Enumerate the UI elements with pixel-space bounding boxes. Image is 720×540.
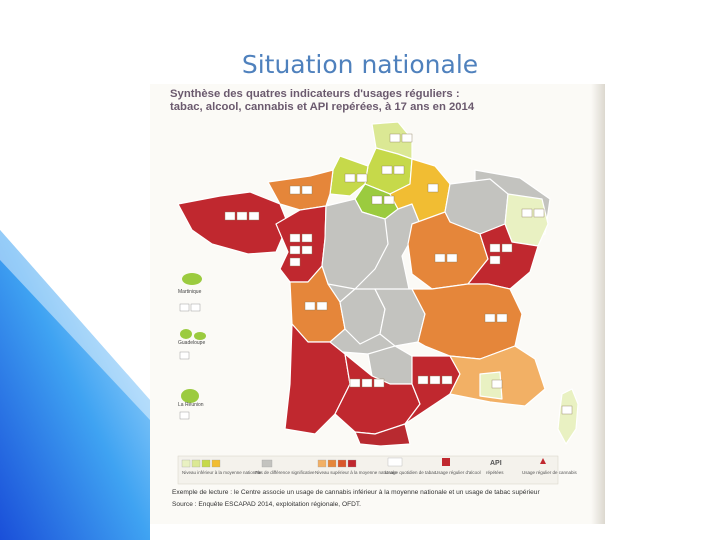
legend-below-national: Niveau inférieur à la moyenne nationale [182,470,262,475]
figure-source: Source : Enquête ESCAPAD 2014, exploitat… [172,501,362,508]
figure-heading-line2: tabac, alcool, cannabis et API repérées,… [170,101,475,113]
inset-label-reunion: La Réunion [178,402,204,408]
svg-text:API: API [490,460,502,467]
map-figure: Synthèse des quatres indicateurs d'usage… [150,84,605,524]
france-regions-map: API [177,121,579,485]
legend: API [177,455,559,485]
region-alsace [504,193,549,247]
region-centre [321,198,389,290]
overseas-insets [179,273,206,420]
scan-edge [591,84,605,524]
legend-tabac: Usage quotidien de tabac [385,470,437,475]
legend-cannabis: Usage régulier de cannabis [522,470,577,475]
slide-title: Situation nationale [241,50,479,79]
figure-heading-line1: Synthèse des quatres indicateurs d'usage… [170,88,460,100]
region-bretagne [177,191,289,255]
inset-label-martinique: Martinique [178,289,202,295]
legend-alcool: Usage régulier d'alcool [435,470,481,475]
region-corse [557,388,579,445]
region-franche-comte [467,223,539,290]
region-paca-west [479,371,503,400]
region-basse-normandie [267,169,334,211]
inset-label-guadeloupe: Guadeloupe [178,340,206,346]
legend-api-sub: répétées [486,470,504,475]
indicator-badges [224,133,573,415]
region-champagne-ardenne [389,158,451,225]
figure-reading-example: Exemple de lecture : le Centre associe u… [172,489,540,496]
legend-above-national: Niveau supérieur à la moyenne nationale [315,470,397,475]
region-pyrenees-strip [354,423,411,447]
legend-near-national: Pas de différence significative [255,470,315,475]
